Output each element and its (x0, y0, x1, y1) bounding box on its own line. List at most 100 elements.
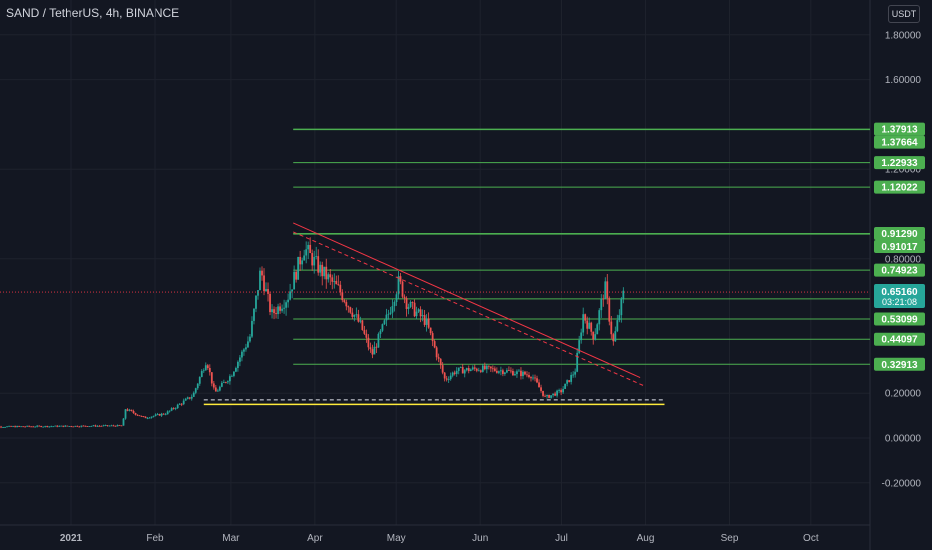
candle-body (194, 388, 197, 393)
candle-body (90, 426, 93, 427)
candle-body (146, 417, 149, 419)
candle-body (489, 366, 492, 369)
candle-body (417, 309, 420, 312)
candle-body (361, 320, 364, 330)
candle-body (353, 314, 356, 317)
candle-body (491, 368, 494, 370)
candle-body (598, 310, 601, 325)
candle-body (381, 324, 384, 331)
level-label-bg (874, 135, 925, 149)
candle-body (206, 365, 209, 368)
candle-body (116, 425, 119, 427)
downtrend-line (293, 222, 641, 378)
candle-body (212, 383, 215, 388)
candle-body (204, 365, 207, 371)
y-tick-label: -0.20000 (882, 478, 922, 489)
candle-body (88, 426, 91, 428)
candle-body (44, 425, 47, 427)
candle-body (526, 374, 528, 376)
level-label: 1.37913 (881, 125, 918, 136)
candle-body (118, 425, 121, 426)
candle-body (18, 426, 21, 427)
candle-body (70, 426, 73, 427)
candle-body (277, 306, 279, 315)
candle-body (479, 370, 482, 372)
level-label-bg (874, 332, 925, 346)
candle-body (612, 334, 615, 342)
candle-body (592, 331, 595, 340)
candle-body (443, 372, 446, 379)
candle-body (100, 425, 103, 427)
candle-body (339, 284, 342, 293)
candle-body (38, 425, 41, 427)
candle-body (331, 277, 334, 282)
candle-body (124, 409, 127, 419)
currency-button[interactable]: USDT (888, 5, 920, 23)
candle-body (275, 313, 277, 315)
candle-body (128, 409, 131, 411)
candle-body (68, 426, 71, 427)
candle-body (403, 296, 406, 299)
candle-body (622, 290, 625, 299)
candle-body (170, 408, 173, 411)
candle-body (395, 294, 398, 303)
candle-body (343, 300, 346, 303)
candle-body (14, 426, 16, 428)
candle-body (132, 411, 135, 414)
candle-body (532, 377, 534, 379)
candle-body (104, 425, 107, 426)
candle-body (6, 426, 8, 428)
candle-body (570, 374, 573, 382)
candle-body (427, 318, 430, 328)
candle-body (487, 365, 490, 367)
candle-body (34, 426, 37, 428)
candle-body (389, 312, 392, 314)
candle-body (138, 415, 141, 417)
candle-body (409, 302, 412, 307)
candle-body (182, 400, 185, 405)
candle-body (114, 425, 117, 427)
candle-body (2, 427, 4, 428)
candle-body (222, 382, 225, 383)
candle-body (497, 371, 500, 373)
candle-body (461, 367, 464, 374)
candle-body (564, 383, 567, 389)
candle-body (423, 315, 426, 325)
y-tick-label: 1.60000 (885, 75, 922, 86)
candle-body (56, 425, 59, 427)
candle-body (576, 352, 579, 372)
candle-body (459, 367, 462, 368)
candle-body (210, 372, 213, 384)
candle-body (475, 368, 478, 371)
candle-body (259, 270, 261, 291)
level-label-bg (874, 227, 925, 241)
candle-body (315, 256, 318, 258)
candle-body (602, 298, 605, 300)
candle-body (126, 409, 129, 411)
candle-body (411, 302, 414, 303)
candle-body (301, 260, 304, 265)
candle-body (590, 322, 593, 332)
level-label-bg (874, 122, 925, 136)
level-label: 0.74923 (881, 266, 918, 277)
level-label-bg (874, 180, 925, 194)
candle-body (76, 425, 79, 427)
candle-body (558, 390, 561, 391)
candle-body (307, 244, 310, 250)
candle-body (385, 314, 388, 321)
candle-body (419, 309, 422, 317)
candle-body (78, 426, 81, 428)
candle-body (46, 425, 49, 427)
candle-body (172, 408, 175, 409)
candle-body (471, 367, 474, 370)
candle-body (349, 307, 352, 313)
candle-body (329, 274, 332, 278)
candle-body (226, 381, 229, 383)
downtrend-line-dashed (293, 231, 646, 387)
candle-body (483, 365, 486, 370)
y-tick-label: 1.20000 (885, 165, 922, 176)
candle-body (546, 395, 548, 397)
candle-body (449, 375, 452, 380)
